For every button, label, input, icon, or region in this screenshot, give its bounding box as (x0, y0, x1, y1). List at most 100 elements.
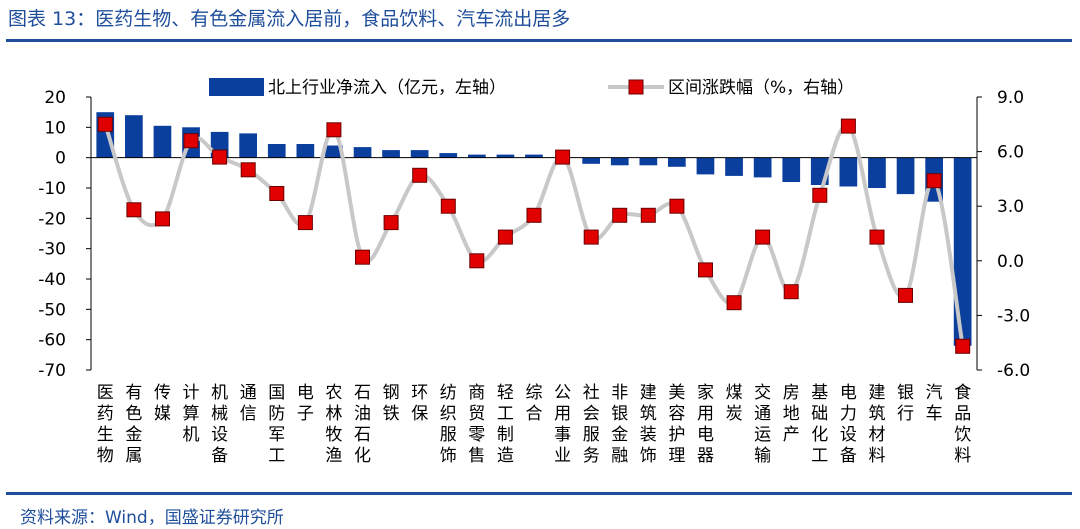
marker-石油石化 (355, 249, 370, 265)
bar-电子 (296, 144, 315, 158)
category-label-商贸零售: 商贸零售 (468, 383, 485, 466)
category-label-石油石化: 石油石化 (354, 383, 371, 466)
marker-家用电器 (698, 262, 713, 278)
bar-有色金属 (125, 115, 143, 158)
marker-纺织服饰 (440, 198, 456, 214)
marker-有色金属 (126, 202, 142, 218)
marker-综合 (526, 207, 542, 223)
right-axis: 9.0 6.0 3.0 0.0 -3.0 -6.0 (976, 88, 1030, 381)
bar-煤炭 (725, 157, 743, 176)
left-tick-label: -30 (38, 240, 66, 260)
bar-建筑装饰 (639, 157, 658, 166)
category-labels: 医药生物有色金属传媒计算机机械设备通信国防军工电子农林牧渔石油石化钢铁环保纺织服… (97, 383, 971, 466)
left-tick-label: 0 (55, 149, 66, 169)
left-tick-label: -50 (38, 300, 66, 320)
marker-计算机 (183, 133, 199, 149)
category-label-非银金融: 非银金融 (611, 383, 628, 466)
left-tick-label: -10 (38, 179, 66, 199)
left-tick-label: -20 (38, 209, 66, 229)
category-label-机械设备: 机械设备 (211, 383, 228, 466)
chart-title: 图表 13：医药生物、有色金属流入居前，食品饮料、汽车流出居多 (8, 8, 571, 30)
category-label-家用电器: 家用电器 (697, 383, 714, 466)
marker-交通运输 (755, 229, 771, 245)
bar-银行 (896, 157, 915, 195)
marker-银行 (898, 287, 913, 303)
marker-建筑材料 (869, 229, 885, 245)
bar-交通运输 (753, 157, 772, 178)
category-label-钢铁: 钢铁 (383, 383, 400, 424)
bar-传媒 (153, 125, 172, 158)
marker-非银金融 (612, 207, 628, 223)
legend-bar-swatch (209, 78, 264, 96)
bar-纺织服饰 (439, 153, 458, 158)
marker-通信 (240, 162, 256, 178)
source-note: 资料来源：Wind，国盛证券研究所 (20, 508, 284, 528)
bar-社会服务 (582, 157, 600, 164)
marker-环保 (412, 167, 428, 183)
marker-机械设备 (212, 149, 228, 165)
category-label-电力设备: 电力设备 (840, 383, 857, 466)
line-series (97, 116, 971, 354)
bar-环保 (410, 150, 429, 158)
category-label-美容护理: 美容护理 (668, 383, 685, 466)
marker-钢铁 (383, 215, 399, 231)
category-label-交通运输: 交通运输 (754, 383, 771, 466)
bar-轻工制造 (496, 154, 515, 158)
marker-煤炭 (726, 295, 742, 311)
bar-钢铁 (382, 150, 400, 158)
chart: 20 10 0 -10 -20 -30 -40 -50 -60 -70 9.0 6.0 3.0 0.0 -… (38, 78, 1030, 466)
category-label-轻工制造: 轻工制造 (497, 383, 514, 466)
category-label-汽车: 汽车 (926, 383, 943, 424)
category-label-有色金属: 有色金属 (125, 383, 142, 466)
category-label-社会服务: 社会服务 (583, 383, 600, 466)
right-tick-label: 9.0 (997, 88, 1024, 108)
category-label-农林牧渔: 农林牧渔 (325, 383, 342, 466)
category-label-电子: 电子 (297, 383, 314, 424)
footer-rule (6, 492, 1072, 495)
right-tick-label: 3.0 (997, 197, 1024, 217)
left-axis: 20 10 0 -10 -20 -30 -40 -50 -60 -70 (38, 88, 92, 381)
category-label-公用事业: 公用事业 (554, 383, 571, 466)
category-label-医药生物: 医药生物 (97, 383, 114, 466)
category-label-传媒: 传媒 (154, 383, 171, 424)
bar-电力设备 (839, 157, 858, 187)
legend-line-label: 区间涨跌幅（%，右轴） (668, 78, 854, 98)
category-label-煤炭: 煤炭 (726, 383, 743, 424)
marker-汽车 (926, 173, 942, 189)
left-tick-label: -60 (38, 331, 66, 351)
left-tick-label: 10 (44, 118, 66, 138)
category-label-综合: 综合 (526, 383, 543, 424)
bar-食品饮料 (953, 157, 972, 346)
marker-商贸零售 (469, 253, 485, 269)
right-tick-label: -3.0 (997, 306, 1030, 326)
marker-美容护理 (669, 198, 685, 214)
legend-bar-label: 北上行业净流入（亿元，左轴） (268, 78, 506, 98)
left-tick-label: -70 (38, 361, 66, 381)
marker-传媒 (155, 211, 170, 227)
right-tick-label: 6.0 (997, 143, 1024, 163)
category-label-国防军工: 国防军工 (268, 383, 285, 466)
legend: 北上行业净流入（亿元，左轴） 区间涨跌幅（%，右轴） (209, 78, 854, 98)
bar-农林牧渔 (325, 145, 343, 158)
bar-建筑材料 (868, 157, 886, 188)
bar-综合 (525, 154, 543, 158)
left-tick-label: -40 (38, 270, 66, 290)
bar-美容护理 (668, 157, 686, 167)
right-tick-label: -6.0 (997, 361, 1030, 381)
bar-通信 (239, 133, 257, 158)
marker-公用事业 (555, 149, 571, 165)
category-label-环保: 环保 (411, 383, 428, 424)
category-label-基础化工: 基础化工 (811, 383, 828, 466)
bar-国防军工 (267, 144, 286, 158)
marker-国防军工 (269, 186, 285, 201)
bar-家用电器 (696, 157, 715, 175)
category-label-纺织服饰: 纺织服饰 (440, 383, 457, 466)
right-tick-label: 0.0 (997, 252, 1024, 272)
marker-医药生物 (97, 116, 113, 132)
category-label-建筑装饰: 建筑装饰 (640, 383, 657, 466)
marker-基础化工 (812, 187, 828, 203)
marker-房地产 (783, 284, 799, 300)
marker-建筑装饰 (640, 207, 656, 223)
marker-电子 (297, 215, 313, 231)
marker-食品饮料 (955, 338, 971, 354)
